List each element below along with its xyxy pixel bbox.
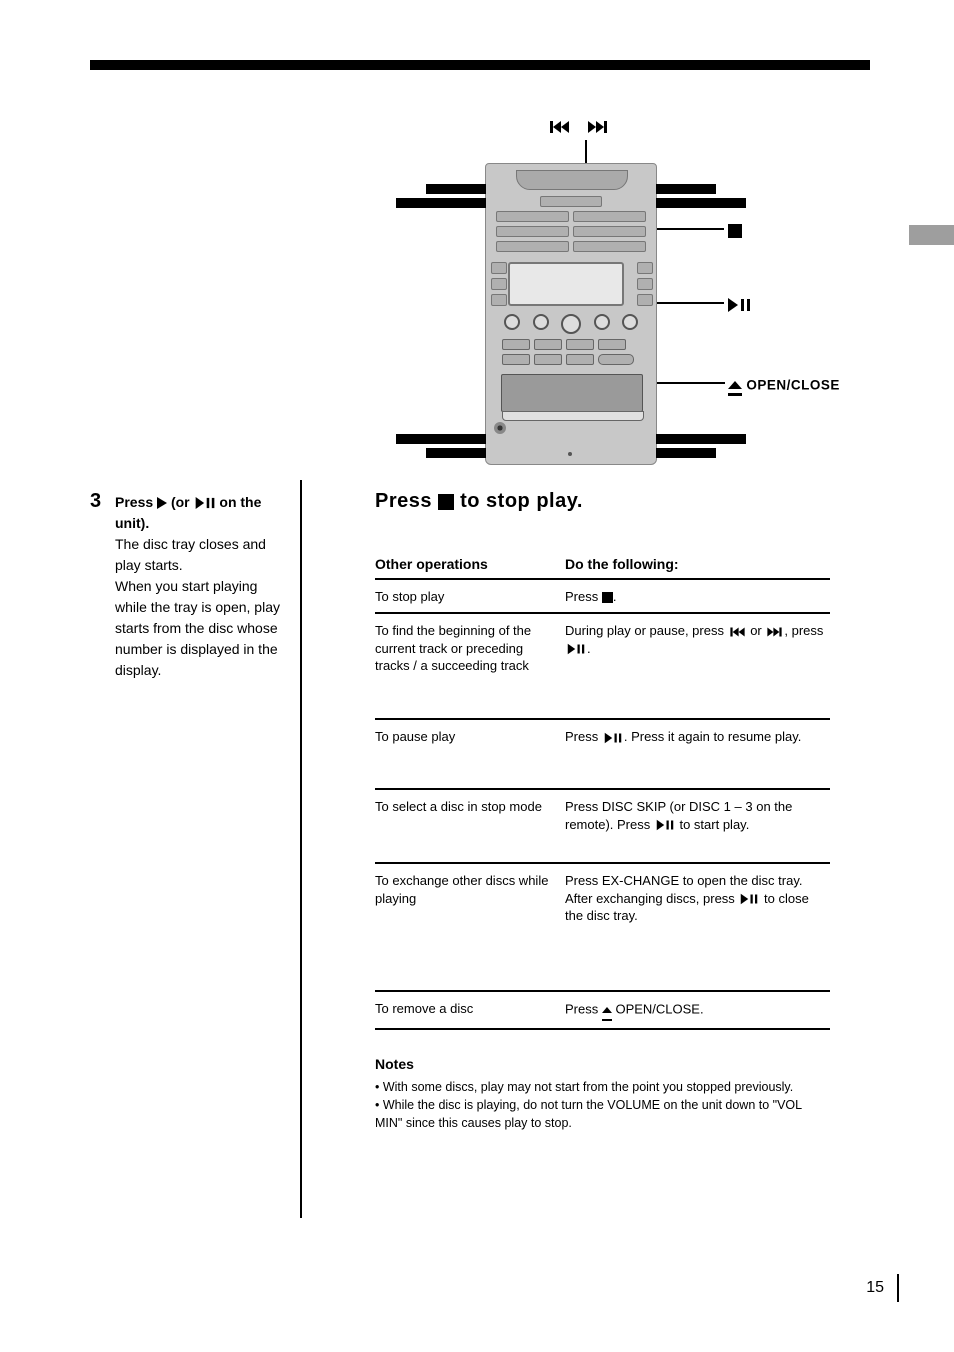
- table-row-left: To select a disc in stop mode: [375, 798, 555, 816]
- table-row-left: To pause play: [375, 728, 555, 746]
- table-row-left: To stop play: [375, 588, 555, 606]
- table-row-right: Press DISC SKIP (or DISC 1 – 3 on the re…: [565, 798, 830, 833]
- table-rule: [375, 1028, 830, 1030]
- table-row-left: To remove a disc: [375, 1000, 555, 1018]
- next-track-icon: [588, 121, 607, 133]
- table-rule: [375, 578, 830, 580]
- table-rule: [375, 788, 830, 790]
- column-separator: [300, 480, 302, 1218]
- table-row-right: Press . Press it again to resume play.: [565, 728, 830, 746]
- stop-icon: [602, 592, 613, 603]
- note-item: With some discs, play may not start from…: [383, 1080, 793, 1094]
- table-header-right: Do the following:: [565, 555, 679, 574]
- callout-openclose: OPEN/CLOSE: [728, 376, 840, 396]
- table-header-left: Other operations: [375, 555, 488, 574]
- stop-icon: [728, 224, 742, 238]
- notes-list: • With some discs, play may not start fr…: [375, 1078, 830, 1132]
- table-rule: [375, 612, 830, 614]
- eject-icon: [602, 1000, 612, 1021]
- callout-stop: [728, 222, 742, 238]
- page-number-rule: [897, 1274, 899, 1302]
- play-icon: [157, 497, 167, 509]
- play-pause-icon: [657, 820, 674, 831]
- table-rule: [375, 862, 830, 864]
- table-row-left: To exchange other discs while playing: [375, 872, 555, 907]
- step-line3: When you start playing while the tray is…: [115, 578, 280, 678]
- eject-icon: [728, 376, 742, 396]
- page-top-rule: [90, 60, 870, 70]
- table-row-right: Press .: [565, 588, 830, 606]
- step-number: 3: [90, 490, 102, 513]
- table-row-right: During play or pause, press or , press .: [565, 622, 830, 657]
- play-pause-icon: [741, 894, 758, 905]
- notes-heading: Notes: [375, 1055, 414, 1074]
- next-track-icon: [768, 627, 782, 636]
- table-row-right: Press OPEN/CLOSE.: [565, 1000, 830, 1021]
- note-item: While the disc is playing, do not turn t…: [375, 1098, 802, 1130]
- table-rule: [375, 718, 830, 720]
- play-pause-icon: [568, 644, 585, 655]
- prev-track-icon: [730, 627, 744, 636]
- table-rule: [375, 990, 830, 992]
- section-stop: Press to stop play.: [375, 490, 830, 513]
- play-pause-icon: [195, 497, 214, 509]
- prev-track-icon: [550, 121, 569, 133]
- callout-skip: [550, 118, 607, 134]
- section-tab: [909, 225, 954, 245]
- callout-playpause: [728, 296, 750, 312]
- stop-icon: [438, 494, 454, 510]
- play-pause-icon: [728, 298, 750, 312]
- page-number: 15: [866, 1279, 884, 1297]
- play-pause-icon: [605, 732, 622, 743]
- table-row-right: Press EX-CHANGE to open the disc tray. A…: [565, 872, 830, 925]
- table-row-left: To find the beginning of the current tra…: [375, 622, 555, 675]
- stereo-unit-illustration: [425, 163, 715, 468]
- step-text: Press (or on the unit). The disc tray cl…: [115, 492, 290, 681]
- step-line2: The disc tray closes and play starts.: [115, 536, 266, 573]
